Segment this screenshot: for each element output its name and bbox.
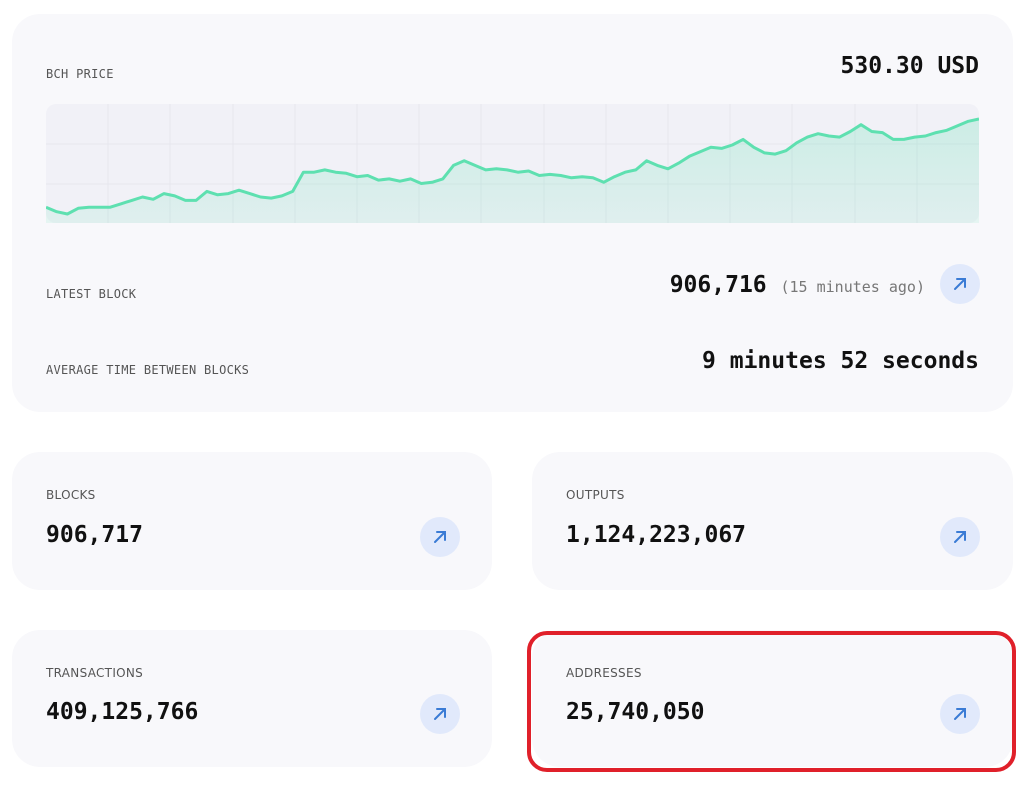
latest-block-age: (15 minutes ago) bbox=[780, 278, 926, 296]
average-time-label: AVERAGE TIME BETWEEN BLOCKS bbox=[46, 363, 250, 377]
card-value: 906,717 bbox=[46, 522, 143, 548]
price-line bbox=[46, 117, 979, 216]
average-time-value: 9 minutes 52 seconds bbox=[702, 348, 979, 374]
addresses-card bbox=[532, 630, 1013, 767]
latest-block-label: LATEST BLOCK bbox=[46, 287, 137, 301]
blocks-link[interactable] bbox=[420, 517, 460, 557]
latest-block-value: 906,716 (15 minutes ago) bbox=[670, 272, 925, 298]
outputs-card bbox=[532, 452, 1013, 590]
price-chart bbox=[46, 104, 979, 223]
card-label: ADDRESSES bbox=[566, 666, 642, 680]
arrow-icon bbox=[954, 531, 966, 543]
price-label: BCH PRICE bbox=[46, 67, 114, 81]
card-value: 409,125,766 bbox=[46, 699, 199, 725]
card-label: OUTPUTS bbox=[566, 488, 625, 502]
blocks-card bbox=[12, 452, 492, 590]
transactions-link[interactable] bbox=[420, 694, 460, 734]
arrow-icon bbox=[434, 531, 446, 543]
arrow-icon bbox=[434, 708, 446, 720]
highlight-box bbox=[527, 631, 1016, 772]
card-value: 1,124,223,067 bbox=[566, 522, 747, 548]
arrow-icon bbox=[954, 708, 966, 720]
transactions-card bbox=[12, 630, 492, 767]
addresses-link[interactable] bbox=[940, 694, 980, 734]
card-label: TRANSACTIONS bbox=[46, 666, 144, 680]
card-value: 25,740,050 bbox=[566, 699, 705, 725]
card-label: BLOCKS bbox=[46, 488, 96, 502]
latest-block-link[interactable] bbox=[940, 264, 980, 304]
arrow-icon bbox=[954, 278, 966, 290]
price-value: 530.30 USD bbox=[840, 53, 979, 79]
latest-block-number: 906,716 bbox=[669, 272, 767, 298]
outputs-link[interactable] bbox=[940, 517, 980, 557]
